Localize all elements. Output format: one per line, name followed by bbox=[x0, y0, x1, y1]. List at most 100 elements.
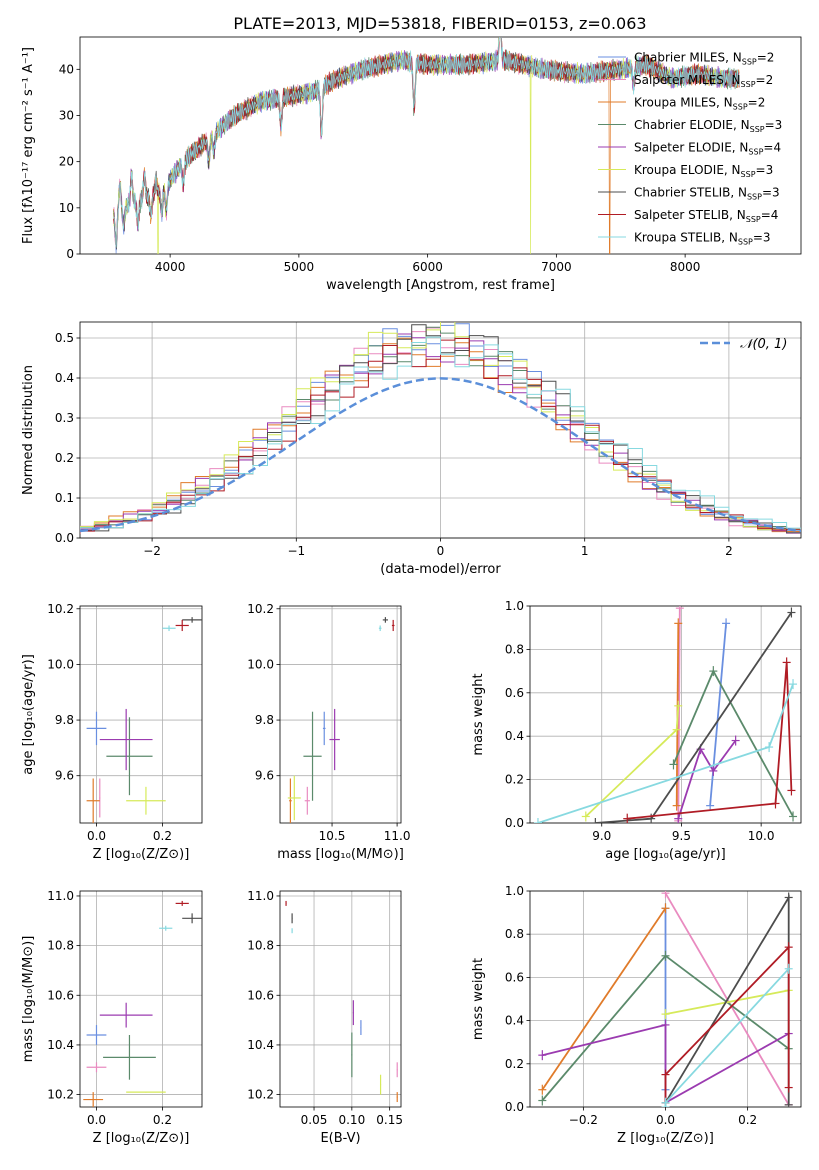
mass_vs_ebv-xlabel: E(B-V) bbox=[320, 1131, 360, 1146]
mass_vs_Z-ytick-label: 10.6 bbox=[47, 988, 74, 1002]
series-line bbox=[709, 623, 727, 806]
weight_vs_Z-plot-area bbox=[538, 891, 793, 1107]
age_vs_Z-ylabel: age [log₁₀(age/yr)] bbox=[21, 654, 36, 775]
residuals-ytick-label: 0.5 bbox=[55, 331, 74, 345]
spectrum-xtick-label: 4000 bbox=[155, 260, 186, 274]
errorbar-kroupa-stelib bbox=[378, 625, 382, 632]
age_vs_Z-plot-area bbox=[86, 617, 202, 823]
mass_vs_Z-axes: 0.0 0.2 10.2 10.4 10.6 10.8 11.0 Z [log₁₀(Z/Z⊙)… bbox=[21, 889, 203, 1146]
mass_vs_Z-ytick-label: 10.8 bbox=[47, 939, 74, 953]
spectrum-ytick-label: 30 bbox=[59, 108, 74, 122]
age_vs_mass-xtick-label: 10.5 bbox=[319, 829, 346, 843]
age_vs_Z-xtick-label: 0.0 bbox=[87, 829, 106, 843]
age_vs_Z-ytick-label: 9.8 bbox=[55, 713, 74, 727]
residuals-axes: −2 −1 0 1 2 0.0 0.1 0.2 0.3 0.4 0.5 (data-model)/er… bbox=[21, 321, 802, 577]
legend-entry-label: Salpeter ELODIE, NSSP=4 bbox=[634, 141, 781, 157]
errorbar-kroupa-miles bbox=[83, 1092, 104, 1107]
series-line bbox=[627, 662, 793, 820]
legend-entry-label: Chabrier MILES, NSSP=2 bbox=[634, 51, 774, 67]
series-chabrier-stelib bbox=[591, 607, 796, 823]
mass_vs_ebv-ytick-label: 10.2 bbox=[247, 1088, 274, 1102]
weight_vs_Z-xtick-label: 0.2 bbox=[738, 1113, 757, 1127]
age_vs_Z-xlabel: Z [log₁₀(Z/Z⊙)] bbox=[93, 847, 190, 862]
residuals-ytick-label: 0.3 bbox=[55, 411, 74, 425]
age_vs_Z-ytick-label: 9.6 bbox=[55, 769, 74, 783]
errorbar-chabrier-miles bbox=[86, 711, 107, 746]
weight_vs_Z-ytick-label: 1.0 bbox=[505, 884, 524, 898]
weight_vs_age-xlabel: age [log₁₀(age/yr)] bbox=[605, 847, 726, 862]
age_vs_mass-axes: 10.5 11.0 9.6 9.8 10.0 10.2 mass [log₁₀(M/M⊙)] bbox=[247, 602, 410, 862]
errorbar-chabrier-miles bbox=[86, 1025, 107, 1045]
age_vs_mass-xlabel: mass [log₁₀(M/M⊙)] bbox=[277, 847, 404, 862]
residuals-ylabel: Normed distribution bbox=[21, 365, 36, 495]
plots-layer: 4000 5000 6000 7000 8000010203040wavelength … bbox=[21, 36, 802, 1146]
residuals-xlabel: (data-model)/error bbox=[380, 562, 501, 577]
mass_vs_ebv-axes: 0.05 0.10 0.15 10.2 10.4 10.6 10.8 11.0 E(B-V) bbox=[247, 889, 403, 1146]
errorbar-kroupa-elodie bbox=[126, 1091, 166, 1093]
series-line bbox=[542, 1023, 790, 1105]
series-kroupa-stelib bbox=[533, 679, 798, 823]
age_vs_mass-ytick-label: 9.6 bbox=[255, 769, 274, 783]
mass_vs_ebv-plot-area bbox=[285, 900, 398, 1103]
weight_vs_age-ytick-label: 0.8 bbox=[505, 642, 524, 656]
errorbar-kroupa-miles bbox=[396, 1092, 398, 1103]
spectrum-ytick-label: 20 bbox=[59, 155, 74, 169]
errorbar-kroupa-stelib bbox=[291, 928, 293, 934]
residuals-ytick-label: 0.2 bbox=[55, 451, 74, 465]
figure-title: PLATE=2013, MJD=53818, FIBERID=0153, z=0… bbox=[233, 14, 646, 33]
series-salpeter-stelib bbox=[623, 657, 796, 823]
weight_vs_Z-ytick-label: 0.6 bbox=[505, 970, 524, 984]
mass_vs_Z-xtick-label: 0.0 bbox=[87, 1113, 106, 1127]
spectrum-ytick-label: 0 bbox=[66, 247, 74, 261]
weight_vs_Z-ytick-label: 0.8 bbox=[505, 927, 524, 941]
mass_vs_Z-plot-area bbox=[83, 900, 202, 1107]
errorbar-kroupa-miles bbox=[86, 778, 100, 823]
weight_vs_Z-ytick-label: 0.0 bbox=[505, 1100, 524, 1114]
mass_vs_ebv-ytick-label: 10.6 bbox=[247, 988, 274, 1002]
errorbar-salpeter-elodie bbox=[329, 708, 340, 771]
residuals-xtick-label: 0 bbox=[437, 544, 445, 558]
series-line bbox=[677, 608, 681, 821]
normal-reference-curve bbox=[80, 377, 801, 533]
age_vs_Z-axes: 0.0 0.2 9.6 9.8 10.0 10.2 Z [log₁₀(Z/Z⊙)] age [… bbox=[21, 602, 203, 862]
mass_vs_ebv-xtick-label: 0.15 bbox=[376, 1113, 403, 1127]
weight_vs_age-plot-area bbox=[533, 606, 798, 823]
age_vs_mass-xtick-label: 11.0 bbox=[384, 829, 411, 843]
errorbar-chabrier-stelib bbox=[291, 913, 293, 924]
spectrum-xlabel: wavelength [Angstrom, rest frame] bbox=[326, 278, 555, 293]
weight_vs_age-xtick-label: 9.0 bbox=[592, 829, 611, 843]
spectrum-legend: Chabrier MILES, NSSP=2 Salpeter MILES, NS… bbox=[598, 51, 782, 247]
weight_vs_age-axes: 9.0 9.5 10.0 0.0 0.2 0.4 0.6 0.8 1.0 age [log₁₀(a… bbox=[471, 599, 802, 862]
spectrum-xtick-label: 6000 bbox=[412, 260, 443, 274]
series-line bbox=[677, 739, 737, 819]
hist-kroupa-stelib bbox=[80, 336, 801, 533]
weight_vs_age-frame bbox=[529, 605, 802, 824]
residuals-xtick-label: 1 bbox=[581, 544, 589, 558]
legend-entry-label: Chabrier STELIB, NSSP=3 bbox=[634, 186, 780, 202]
errorbar-chabrier-elodie bbox=[351, 1032, 353, 1078]
weight_vs_age-xtick-label: 10.0 bbox=[748, 829, 775, 843]
weight_vs_age-ylabel: mass weight bbox=[471, 673, 486, 755]
weight_vs_Z-ytick-label: 0.4 bbox=[505, 1014, 524, 1028]
errorbar-salpeter-elodie bbox=[99, 1002, 153, 1028]
age_vs_Z-ytick-label: 10.0 bbox=[47, 657, 74, 671]
weight_vs_Z-axes: −0.2 0.0 0.2 0.0 0.2 0.4 0.6 0.8 1.0 Z [log₁₀(Z/Z… bbox=[471, 884, 802, 1146]
mass_vs_Z-xlabel: Z [log₁₀(Z/Z⊙)] bbox=[93, 1131, 190, 1146]
age_vs_Z-xtick-label: 0.2 bbox=[153, 829, 172, 843]
mass_vs_ebv-ytick-label: 10.4 bbox=[247, 1038, 274, 1052]
series-line bbox=[541, 907, 667, 1091]
legend-entry-label: Salpeter STELIB, NSSP=4 bbox=[634, 208, 778, 224]
spectrum-axes: 4000 5000 6000 7000 8000 0 10 20 30 40 wavelength … bbox=[21, 36, 802, 293]
errorbar-chabrier-stelib bbox=[182, 913, 202, 924]
age_vs_mass-frame bbox=[279, 605, 402, 824]
weight_vs_age-ytick-label: 0.2 bbox=[505, 773, 524, 787]
weight_vs_Z-ytick-label: 0.2 bbox=[505, 1057, 524, 1071]
legend-entry-label: 𝒩(0, 1) bbox=[740, 337, 787, 352]
mass_vs_Z-xtick-label: 0.2 bbox=[153, 1113, 172, 1127]
spectrum-ylabel: Flux [fλ10⁻¹⁷ erg cm⁻² s⁻¹ A⁻¹] bbox=[21, 47, 36, 244]
series-line bbox=[664, 944, 790, 1103]
series-chabrier-miles bbox=[706, 618, 731, 811]
spectrum-frame bbox=[79, 36, 802, 255]
weight_vs_Z-xtick-label: −0.2 bbox=[569, 1113, 598, 1127]
weight_vs_age-ytick-label: 1.0 bbox=[505, 599, 524, 613]
